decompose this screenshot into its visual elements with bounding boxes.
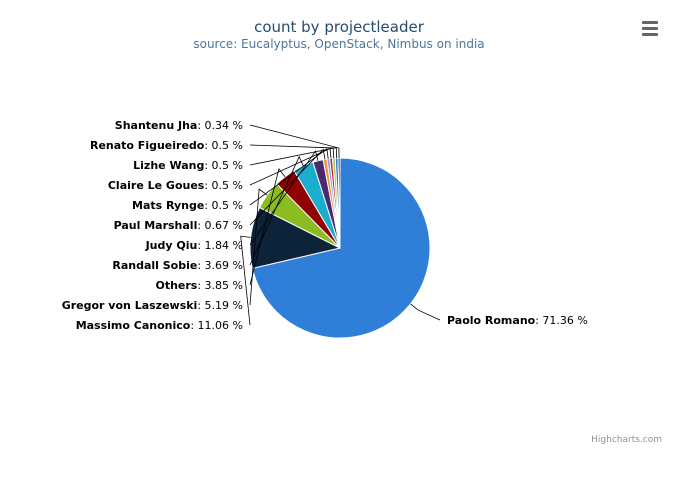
data-label-judy-qiu: Judy Qiu: 1.84 % xyxy=(145,239,243,252)
credits-link[interactable]: Highcharts.com xyxy=(591,435,662,445)
data-labels: Paolo Romano: 71.36 % Massimo Canonico: 1… xyxy=(62,119,588,332)
hamburger-menu-icon-bar xyxy=(642,33,658,36)
data-label-gregor-von-laszewski: Gregor von Laszewski: 5.19 % xyxy=(62,299,243,312)
data-label-renato-figueiredo: Renato Figueiredo: 0.5 % xyxy=(90,139,243,152)
data-label-lizhe-wang: Lizhe Wang: 0.5 % xyxy=(133,159,243,172)
label-connectors xyxy=(240,124,441,326)
label-connector-mats-rynge xyxy=(249,148,329,206)
data-label-paolo-romano: Paolo Romano: 71.36 % xyxy=(447,314,588,327)
label-connector-judy-qiu xyxy=(249,150,319,246)
label-connector-paul-marshall xyxy=(249,148,326,226)
label-connector-renato-figueiredo xyxy=(249,144,338,159)
data-label-mats-rynge: Mats Rynge: 0.5 % xyxy=(132,199,243,212)
data-label-claire-le-goues: Claire Le Goues: 0.5 % xyxy=(108,179,243,192)
data-label-randall-sobie: Randall Sobie: 3.69 % xyxy=(112,259,243,272)
label-connector-massimo-canonico xyxy=(240,235,251,326)
data-label-paul-marshall: Paul Marshall: 0.67 % xyxy=(114,219,243,232)
pie-slice-shantenu-jha[interactable] xyxy=(337,157,341,249)
label-connector-gregor-von-laszewski xyxy=(249,188,268,306)
data-label-shantenu-jha: Shantenu Jha: 0.34 % xyxy=(115,119,243,132)
hamburger-menu-icon-bar xyxy=(642,27,658,30)
label-connector-shantenu-jha xyxy=(249,124,340,159)
label-connector-others xyxy=(249,167,286,286)
label-connector-randall-sobie xyxy=(249,155,304,266)
hamburger-menu-icon xyxy=(642,21,658,24)
export-menu-button[interactable] xyxy=(638,18,662,40)
data-label-others: Others: 3.85 % xyxy=(155,279,243,292)
label-connector-paolo-romano xyxy=(410,303,441,321)
chart-subtitle: source: Eucalyptus, OpenStack, Nimbus on… xyxy=(193,37,484,51)
data-label-massimo-canonico: Massimo Canonico: 11.06 % xyxy=(76,319,243,332)
chart-title: count by projectleader xyxy=(254,18,425,36)
